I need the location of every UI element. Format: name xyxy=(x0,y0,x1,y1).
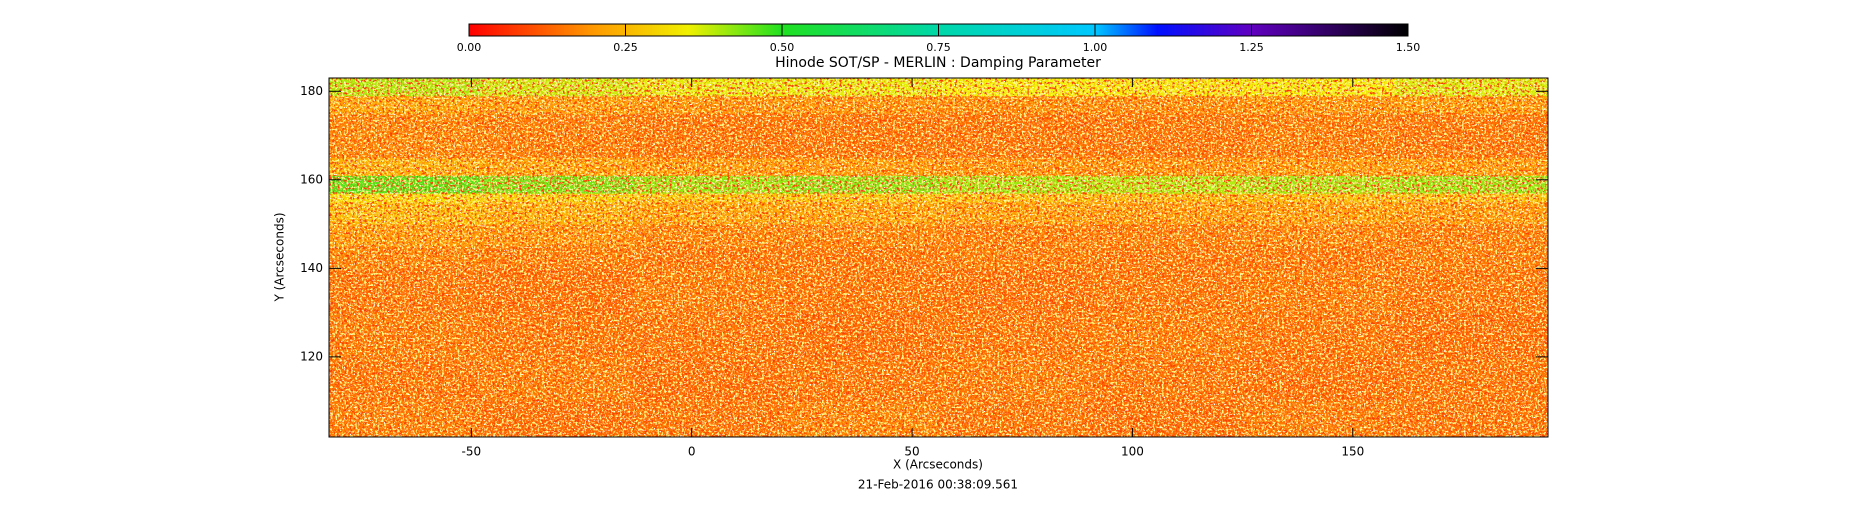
colorbar-tick-label: 0.00 xyxy=(457,41,482,54)
x-tick-label: 0 xyxy=(688,445,696,459)
x-tick-label: 50 xyxy=(904,445,919,459)
y-tick-label: 140 xyxy=(300,261,323,275)
colorbar-tick-label: 1.00 xyxy=(1083,41,1108,54)
footnote: 21-Feb-2016 00:38:09.561 xyxy=(858,478,1018,492)
x-tick-label: 150 xyxy=(1341,445,1364,459)
chart-title: Hinode SOT/SP - MERLIN : Damping Paramet… xyxy=(775,55,1101,71)
colorbar-tick-label: 1.25 xyxy=(1239,41,1264,54)
x-tick-label: -50 xyxy=(462,445,482,459)
colorbar-tick-label: 0.75 xyxy=(926,41,951,54)
colorbar-tick-label: 0.50 xyxy=(770,41,795,54)
colorbar-tick-label: 1.50 xyxy=(1396,41,1421,54)
texture-white xyxy=(329,78,1548,437)
x-axis-label: X (Arcseconds) xyxy=(893,458,983,472)
y-axis-label: Y (Arcseconds) xyxy=(273,212,287,302)
y-tick-label: 160 xyxy=(300,172,323,186)
colorbar-tick-label: 0.25 xyxy=(613,41,638,54)
y-tick-label: 120 xyxy=(300,349,323,363)
plot-frame xyxy=(328,77,1549,438)
texture xyxy=(329,78,1548,437)
y-tick-label: 180 xyxy=(300,84,323,98)
x-tick-label: 100 xyxy=(1121,445,1144,459)
